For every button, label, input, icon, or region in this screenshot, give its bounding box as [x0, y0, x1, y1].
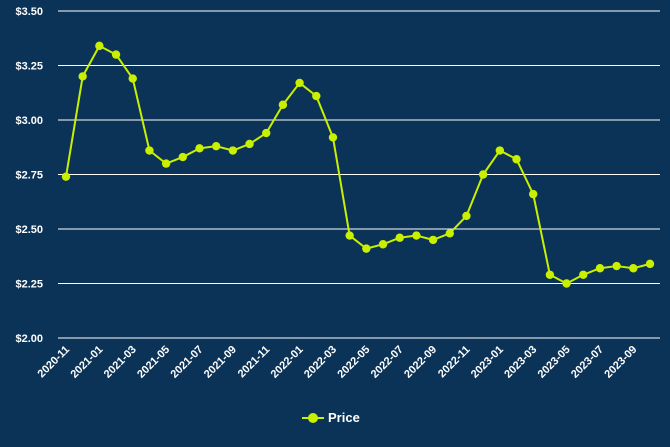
x-tick-label: 2020-11	[36, 344, 73, 381]
x-tick-label: 2023-05	[536, 344, 573, 381]
x-tick-label: 2021-07	[169, 344, 206, 381]
data-point[interactable]	[545, 270, 555, 279]
data-point[interactable]	[211, 141, 221, 151]
legend[interactable]: Price	[302, 410, 360, 425]
y-axis-tick-labels: $2.00 $2.25 $2.50 $2.75 $3.00 $3.25 $3.50	[15, 6, 43, 345]
y-tick-label: $3.50	[15, 6, 43, 18]
y-tick-label: $2.25	[15, 279, 43, 291]
data-point[interactable]	[445, 229, 454, 238]
y-tick-label: $3.25	[15, 61, 43, 73]
data-point[interactable]	[95, 41, 104, 51]
data-point[interactable]	[362, 244, 371, 253]
x-tick-label: 2021-09	[202, 344, 239, 381]
data-point[interactable]	[328, 133, 338, 142]
data-point[interactable]	[395, 233, 404, 242]
x-tick-label: 2022-05	[335, 344, 372, 381]
data-point[interactable]	[78, 72, 87, 81]
data-point[interactable]	[595, 264, 605, 273]
y-tick-label: $2.50	[15, 224, 43, 236]
legend-label-price: Price	[328, 410, 360, 425]
data-point[interactable]	[195, 144, 204, 153]
x-tick-label: 2022-01	[269, 344, 306, 381]
x-tick-label: 2023-07	[569, 344, 606, 381]
data-point[interactable]	[579, 270, 588, 279]
x-axis-tick-labels: 2020-112021-012021-032021-052021-072021-…	[36, 344, 640, 381]
x-tick-label: 2022-03	[302, 344, 339, 381]
data-point[interactable]	[512, 155, 521, 164]
x-tick-label: 2021-01	[68, 344, 105, 381]
grid-lines	[58, 10, 660, 339]
data-point[interactable]	[145, 146, 154, 155]
y-tick-label: $2.75	[15, 170, 43, 182]
data-point[interactable]	[128, 74, 137, 83]
data-point[interactable]	[178, 152, 187, 162]
data-point[interactable]	[645, 259, 655, 269]
data-point[interactable]	[228, 146, 238, 155]
x-tick-label: 2021-05	[135, 344, 172, 381]
y-tick-label: $3.00	[15, 115, 43, 127]
data-point[interactable]	[562, 279, 571, 288]
data-point[interactable]	[111, 50, 121, 59]
data-point[interactable]	[378, 240, 388, 249]
data-point[interactable]	[612, 261, 621, 271]
x-tick-label: 2022-09	[402, 344, 439, 381]
series-line-price	[65, 44, 651, 285]
x-tick-label: 2021-03	[102, 344, 139, 381]
data-point[interactable]	[61, 172, 71, 181]
series-price	[61, 41, 655, 288]
data-point[interactable]	[278, 100, 288, 109]
x-tick-label: 2022-11	[436, 344, 473, 381]
data-point[interactable]	[295, 78, 304, 88]
legend-dot-marker	[308, 413, 318, 423]
data-point[interactable]	[161, 159, 171, 168]
data-point[interactable]	[262, 128, 271, 138]
data-point[interactable]	[529, 189, 538, 199]
x-tick-label: 2022-07	[369, 344, 406, 381]
data-point[interactable]	[428, 235, 438, 245]
data-point[interactable]	[345, 231, 354, 240]
data-point[interactable]	[495, 146, 505, 155]
x-tick-label: 2023-09	[602, 344, 639, 381]
data-point[interactable]	[412, 231, 421, 240]
x-tick-label: 2023-01	[469, 344, 506, 381]
data-point[interactable]	[462, 211, 471, 221]
data-point[interactable]	[478, 170, 488, 179]
x-tick-label: 2021-11	[236, 344, 273, 381]
y-tick-label: $2.00	[15, 333, 43, 345]
data-point[interactable]	[629, 264, 638, 273]
x-tick-label: 2023-03	[502, 344, 539, 381]
data-point[interactable]	[312, 91, 321, 101]
data-point[interactable]	[245, 139, 254, 149]
